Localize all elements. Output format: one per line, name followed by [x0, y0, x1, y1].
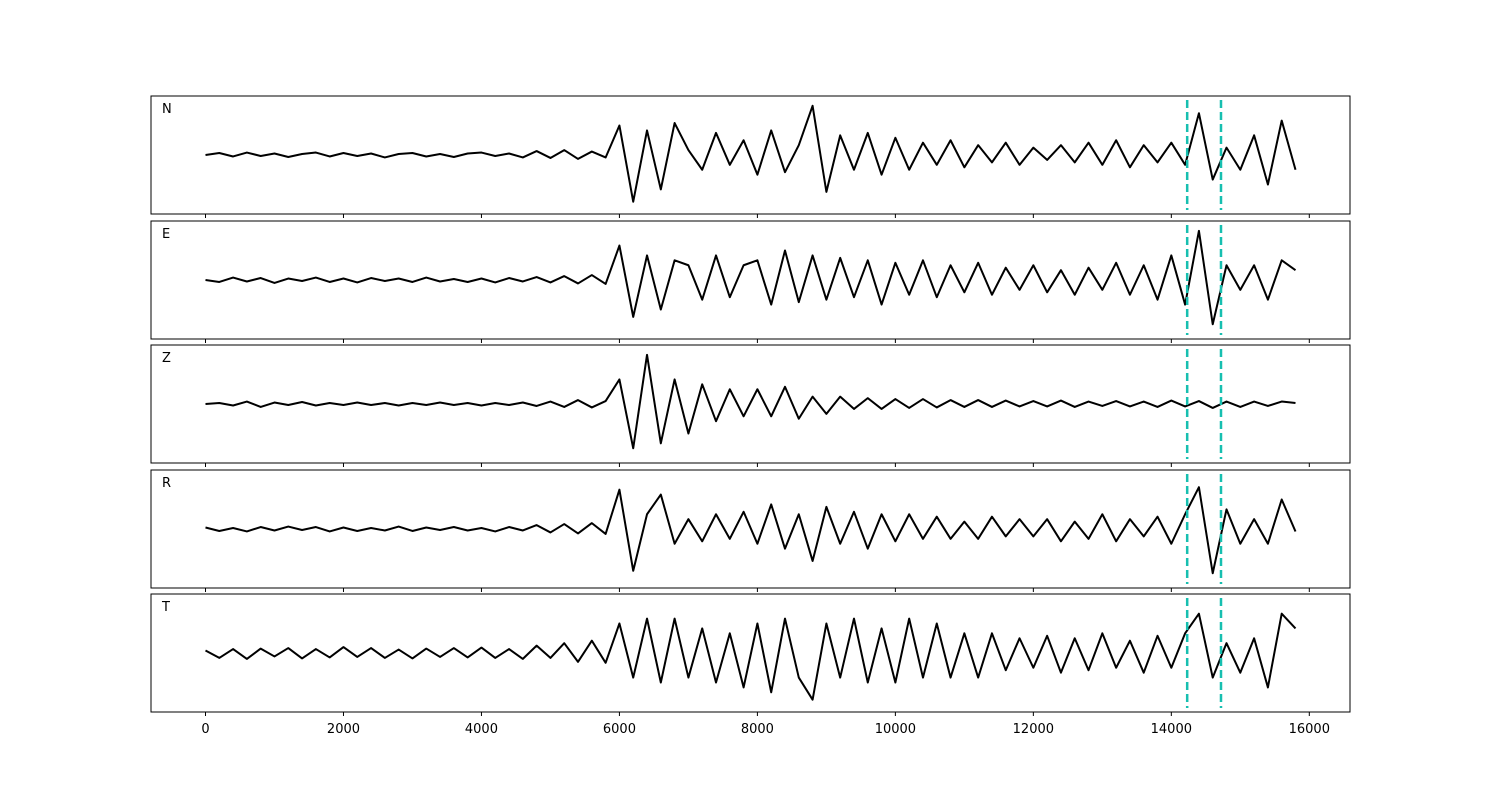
- panel-frame: [150, 220, 1351, 340]
- x-tick-label: 4000: [465, 722, 498, 737]
- trace: [205, 353, 1296, 450]
- x-tick-label: 10000: [875, 722, 916, 737]
- trace: [205, 486, 1297, 575]
- panel-frame: [150, 469, 1351, 589]
- trace: [205, 104, 1297, 203]
- panel-label: N: [162, 102, 172, 117]
- panel-label: Z: [162, 351, 171, 366]
- x-tick-label: 16000: [1289, 722, 1330, 737]
- x-tick-label: 8000: [741, 722, 774, 737]
- x-tick-label: 2000: [327, 722, 360, 737]
- x-tick-label: 0: [201, 722, 209, 737]
- panel-label: R: [162, 476, 171, 491]
- panel-label: E: [162, 227, 170, 242]
- x-tick-label: 6000: [603, 722, 636, 737]
- panel-frame: [150, 344, 1351, 464]
- x-tick-label: 12000: [1013, 722, 1054, 737]
- x-tick-label: 14000: [1151, 722, 1192, 737]
- panel-label: T: [161, 600, 170, 615]
- panel-frame: [150, 593, 1351, 713]
- trace: [205, 612, 1297, 701]
- trace: [205, 229, 1297, 326]
- panel-frame: [150, 95, 1351, 215]
